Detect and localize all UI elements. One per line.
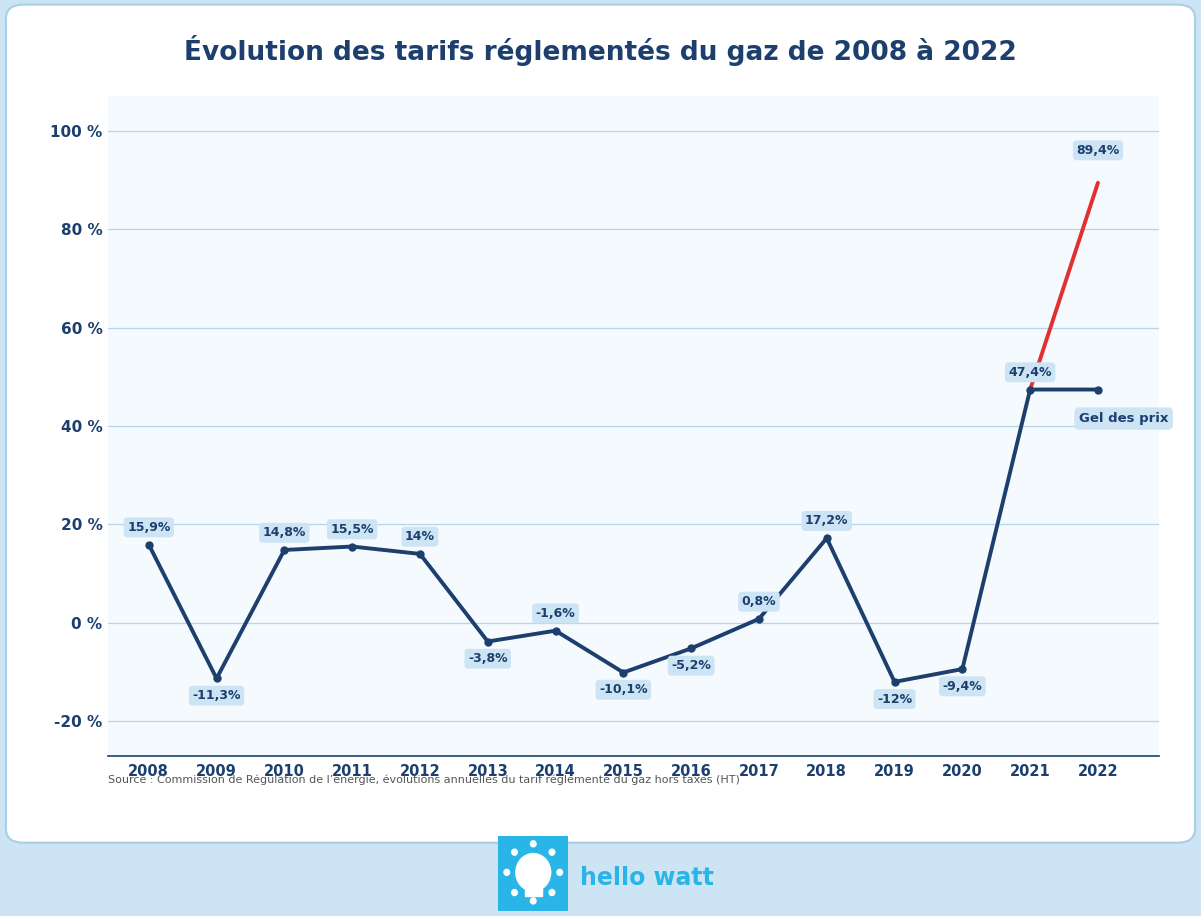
Text: 14,8%: 14,8%: [263, 527, 306, 540]
Circle shape: [531, 898, 536, 904]
Text: 17,2%: 17,2%: [805, 515, 848, 528]
Text: -5,2%: -5,2%: [671, 660, 711, 672]
Circle shape: [531, 841, 536, 846]
Point: [681, 641, 700, 656]
Circle shape: [504, 869, 509, 876]
Text: -11,3%: -11,3%: [192, 689, 241, 703]
Text: -3,8%: -3,8%: [468, 652, 508, 665]
Text: Évolution des tarifs réglementés du gaz de 2008 à 2022: Évolution des tarifs réglementés du gaz …: [184, 35, 1017, 66]
Text: Gel des prix: Gel des prix: [1078, 412, 1169, 425]
Point: [952, 661, 972, 676]
Point: [275, 542, 294, 557]
Text: 89,4%: 89,4%: [1076, 144, 1119, 157]
Circle shape: [557, 869, 562, 876]
Point: [546, 624, 566, 638]
Point: [207, 671, 226, 686]
FancyBboxPatch shape: [494, 831, 573, 916]
Text: -10,1%: -10,1%: [599, 683, 647, 696]
Point: [614, 665, 633, 680]
Point: [342, 540, 362, 554]
Circle shape: [512, 849, 518, 856]
Point: [139, 537, 159, 551]
Circle shape: [515, 854, 550, 891]
Point: [817, 531, 836, 546]
Point: [411, 547, 430, 562]
Text: 14%: 14%: [405, 530, 435, 543]
Text: -12%: -12%: [877, 692, 912, 705]
Text: 47,4%: 47,4%: [1009, 365, 1052, 379]
Point: [1088, 382, 1107, 397]
Circle shape: [549, 849, 555, 856]
Text: hello watt: hello watt: [580, 866, 713, 889]
Text: 15,9%: 15,9%: [127, 521, 171, 534]
Circle shape: [512, 889, 518, 896]
Point: [749, 612, 769, 627]
Bar: [525, 888, 542, 897]
Text: 0,8%: 0,8%: [742, 595, 776, 608]
Text: 15,5%: 15,5%: [330, 523, 374, 536]
Text: -9,4%: -9,4%: [943, 680, 982, 692]
Text: Source : Commission de Régulation de l’énergie, évolutions annuelles du tarif ré: Source : Commission de Régulation de l’é…: [108, 774, 740, 784]
Circle shape: [549, 889, 555, 896]
Text: -1,6%: -1,6%: [536, 607, 575, 620]
Point: [1021, 382, 1040, 397]
Point: [885, 674, 904, 689]
Point: [478, 634, 497, 649]
